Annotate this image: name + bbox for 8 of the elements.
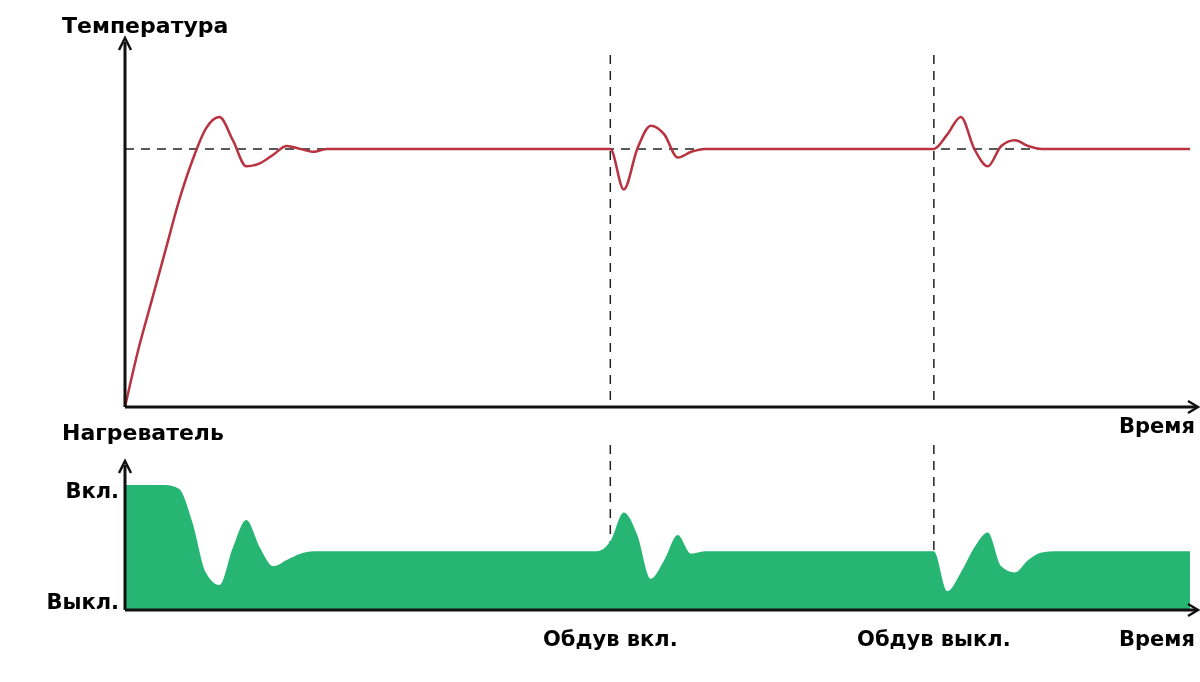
x-axis-title: Время	[1119, 627, 1195, 651]
y-axis-title: Нагреватель	[62, 419, 224, 445]
text: Выкл.	[46, 590, 119, 615]
text: Вкл.	[65, 479, 119, 504]
x-axis-title: Время	[1119, 414, 1195, 438]
x-tick-label: Обдув вкл.	[542, 627, 678, 651]
x-tick-label: Обдув выкл.	[857, 627, 1011, 651]
y-axis-title: Температура	[62, 12, 229, 38]
